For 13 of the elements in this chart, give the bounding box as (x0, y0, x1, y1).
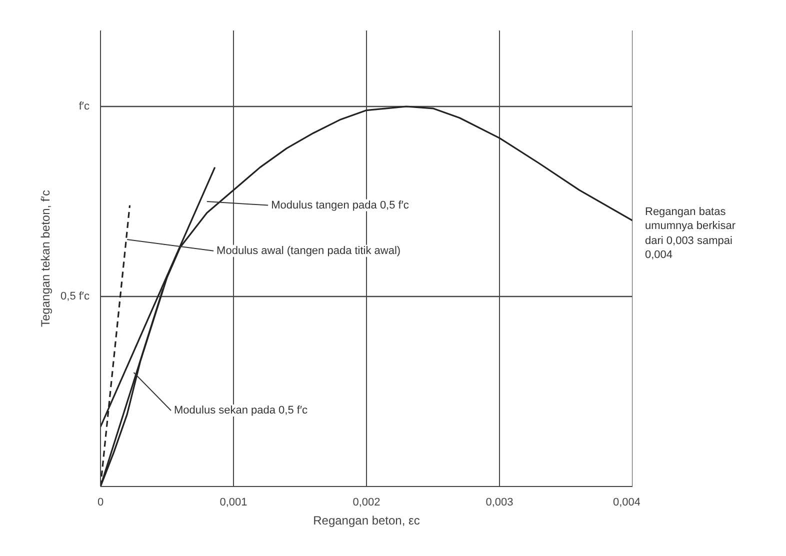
ref-line-label: f′c (78, 100, 90, 112)
x-tick-label: 0,002 (352, 496, 380, 508)
x-tick-label: 0,003 (486, 496, 514, 508)
annotation: Modulus sekan pada 0,5 f′c (174, 404, 308, 416)
x-tick-label: 0,004 (612, 496, 641, 508)
annotation: Modulus awal (tangen pada titik awal) (216, 244, 401, 257)
ref-line-label: 0,5 f′c (60, 290, 90, 302)
x-tick-label: 0 (97, 496, 104, 508)
annotation: Modulus tangen pada 0,5 f′c (271, 199, 410, 212)
x-axis-title: Regangan beton, εc (313, 514, 420, 528)
x-tick-label: 0,001 (220, 496, 248, 508)
y-axis-title: Tegangan tekan beton, f′c (38, 190, 53, 328)
text: Regangan batas umumnya berkisar dari 0,003 sampai 0,004 (645, 205, 736, 262)
